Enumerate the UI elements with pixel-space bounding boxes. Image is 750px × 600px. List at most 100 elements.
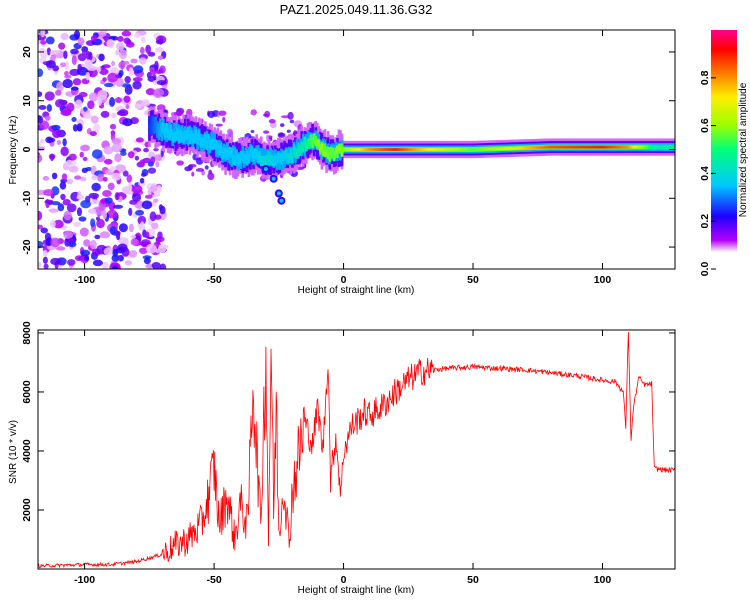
ridge-cell (303, 140, 307, 146)
noise-blob (99, 68, 109, 75)
ridge-cell (598, 145, 602, 149)
ridge-cell (173, 122, 176, 140)
ridge-cell (415, 148, 418, 151)
noise-blob (122, 118, 133, 127)
ridge-cell (583, 145, 586, 149)
noise-blob (68, 165, 79, 173)
noise-blob (70, 86, 79, 91)
ridge-cell (233, 146, 237, 164)
ridge-cell (213, 138, 216, 150)
ridge-cell (252, 151, 255, 162)
noise-blob (108, 201, 116, 211)
ridge-cell (656, 145, 659, 149)
noise-blob (60, 109, 72, 116)
noise-blob (158, 204, 164, 211)
noise-blob (80, 144, 90, 152)
noise-blob (111, 112, 117, 118)
ridge-cell (219, 143, 223, 154)
ridge-cell (427, 148, 431, 151)
ridge-cell (451, 148, 454, 151)
ridge-cell (567, 145, 571, 149)
noise-blob (72, 124, 79, 132)
noise-blob (84, 59, 93, 68)
x-tick-label: 0 (341, 274, 347, 286)
scatter-blob (155, 161, 160, 168)
noise-blob (109, 226, 117, 236)
ridge-cell (424, 148, 428, 151)
noise-blob (153, 88, 165, 97)
noise-blob (121, 30, 132, 37)
noise-blob (77, 63, 82, 72)
x-tick-label: 50 (467, 574, 479, 586)
ridge-cell (379, 148, 383, 151)
ridge-cell (530, 146, 533, 150)
noise-blob (66, 203, 77, 213)
ridge-cell (519, 146, 523, 150)
ridge-cell (665, 145, 669, 149)
ridge-cell (618, 145, 622, 149)
noise-blob (38, 115, 44, 124)
ridge-cell (660, 145, 664, 149)
ridge-cell (516, 146, 519, 150)
ridge-cell (162, 123, 165, 134)
ridge-cell (410, 148, 414, 151)
ridge-cell (416, 148, 420, 151)
ridge-cell (458, 148, 462, 151)
ridge-cell (542, 145, 546, 149)
ridge-cell (497, 147, 501, 151)
noise-blob (128, 182, 133, 192)
ridge-cell (328, 151, 331, 162)
ridge-cell (323, 143, 327, 154)
noise-blob (144, 231, 150, 239)
ridge-cell (367, 148, 370, 151)
noise-blob (81, 167, 88, 174)
noise-blob (90, 218, 96, 228)
scatter-blob (204, 165, 209, 170)
noise-blob (48, 208, 59, 213)
noise-blob (109, 97, 115, 107)
noise-blob (139, 177, 145, 184)
noise-blob (40, 138, 45, 144)
noise-blob (66, 259, 76, 266)
ridge-cell (326, 146, 330, 158)
noise-blob (54, 98, 66, 108)
noise-blob (38, 240, 44, 249)
spectrogram-x-axis-label: Height of straight line (km) (298, 285, 415, 296)
ridge-cell (342, 148, 345, 151)
noise-blob (103, 158, 113, 165)
ridge-cell (236, 155, 240, 166)
ridge-cell (269, 155, 272, 166)
ridge-cell (277, 150, 280, 161)
noise-blob (146, 243, 157, 254)
noise-blob (158, 244, 167, 253)
noise-blob (102, 77, 107, 82)
ridge-cell (640, 145, 644, 149)
ridge-cell (270, 155, 274, 166)
x-tick-label: -50 (206, 274, 221, 286)
ridge-cell (204, 133, 207, 144)
noise-blob (91, 149, 103, 159)
ridge-cell (205, 131, 209, 148)
noise-blob (135, 137, 144, 143)
noise-blob (62, 198, 71, 206)
ridge-cell (331, 148, 335, 154)
x-tick-label: -100 (74, 574, 95, 586)
noise-blob (38, 224, 44, 230)
ridge-cell (587, 145, 591, 149)
ridge-cell (196, 134, 199, 145)
ridge-cell (165, 125, 168, 143)
ridge-cell (337, 145, 341, 152)
ridge-cell (284, 148, 288, 159)
ridge-cell (232, 155, 235, 166)
scatter-blob (289, 119, 295, 124)
ridge-cell (573, 145, 577, 149)
noise-blob (143, 147, 149, 153)
ridge-cell (218, 144, 221, 156)
ridge-cell (351, 148, 355, 151)
ridge-cell (333, 153, 336, 160)
noise-blob (50, 257, 61, 266)
noise-blob (111, 60, 116, 67)
noise-blob (84, 254, 90, 262)
ridge-cell (193, 133, 196, 144)
ridge-cell (364, 148, 367, 151)
